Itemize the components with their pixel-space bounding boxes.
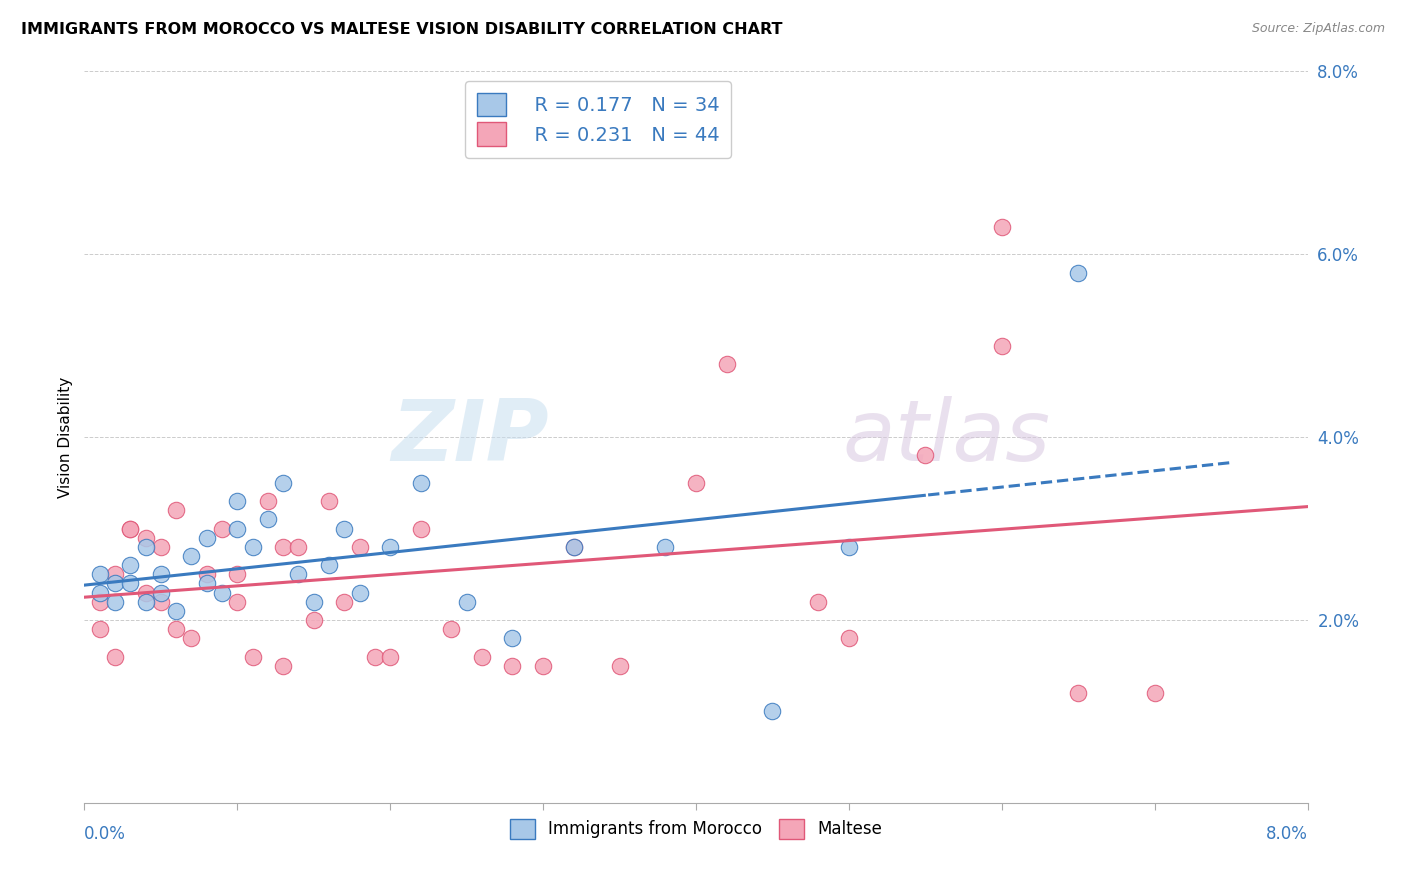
Point [838,540,860,554]
Point [195,567,218,582]
Point [349,585,371,599]
Point [287,567,309,582]
Point [226,567,249,582]
Point [149,595,172,609]
Point [349,540,371,554]
Text: ZIP: ZIP [391,395,550,479]
Point [104,567,127,582]
Point [89,567,111,582]
Point [838,632,860,646]
Point [380,649,402,664]
Point [242,540,264,554]
Point [180,549,202,563]
Point [120,521,142,535]
Point [409,521,432,535]
Point [165,604,187,618]
Point [716,357,738,371]
Point [502,658,524,673]
Point [135,540,157,554]
Point [165,503,187,517]
Point [302,613,325,627]
Text: 8.0%: 8.0% [1265,825,1308,843]
Point [226,521,249,535]
Legend: Immigrants from Morocco, Maltese: Immigrants from Morocco, Maltese [503,812,889,846]
Point [609,658,631,673]
Point [120,558,142,573]
Point [1067,266,1090,280]
Point [1067,686,1090,700]
Point [257,494,280,508]
Point [761,705,783,719]
Point [226,595,249,609]
Y-axis label: Vision Disability: Vision Disability [58,376,73,498]
Text: 0.0%: 0.0% [84,825,127,843]
Point [531,658,554,673]
Point [364,649,387,664]
Point [333,595,356,609]
Point [380,540,402,554]
Point [149,585,172,599]
Point [195,531,218,545]
Text: IMMIGRANTS FROM MOROCCO VS MALTESE VISION DISABILITY CORRELATION CHART: IMMIGRANTS FROM MOROCCO VS MALTESE VISIO… [21,22,783,37]
Point [120,521,142,535]
Point [104,649,127,664]
Point [318,558,340,573]
Point [991,219,1014,234]
Point [562,540,585,554]
Text: atlas: atlas [842,395,1050,479]
Point [685,475,707,490]
Point [991,338,1014,352]
Text: Source: ZipAtlas.com: Source: ZipAtlas.com [1251,22,1385,36]
Point [149,567,172,582]
Point [135,585,157,599]
Point [149,540,172,554]
Point [89,622,111,636]
Point [104,576,127,591]
Point [226,494,249,508]
Point [257,512,280,526]
Point [502,632,524,646]
Point [271,475,294,490]
Point [302,595,325,609]
Point [807,595,830,609]
Point [89,595,111,609]
Point [120,576,142,591]
Point [562,540,585,554]
Point [333,521,356,535]
Point [211,521,233,535]
Point [409,475,432,490]
Point [195,576,218,591]
Point [914,449,936,463]
Point [318,494,340,508]
Point [1143,686,1166,700]
Point [135,595,157,609]
Point [165,622,187,636]
Point [440,622,463,636]
Point [654,540,676,554]
Point [242,649,264,664]
Point [180,632,202,646]
Point [211,585,233,599]
Point [271,658,294,673]
Point [271,540,294,554]
Point [287,540,309,554]
Point [456,595,478,609]
Point [89,585,111,599]
Point [471,649,494,664]
Point [104,595,127,609]
Point [135,531,157,545]
